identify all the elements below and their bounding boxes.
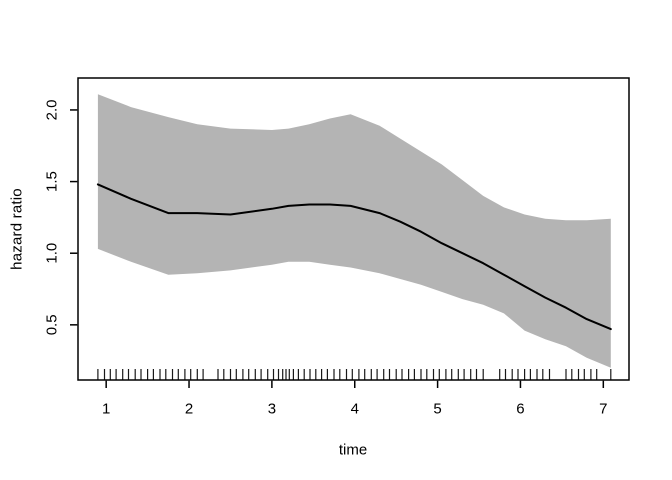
y-tick-label: 2.0 <box>44 100 61 121</box>
x-tick-label: 4 <box>351 401 359 418</box>
x-tick-label: 3 <box>268 401 276 418</box>
x-tick-label: 2 <box>185 401 193 418</box>
confidence-band <box>97 94 611 368</box>
y-tick-label: 1.0 <box>44 243 61 264</box>
y-tick-label: 0.5 <box>44 314 61 335</box>
plot-border <box>77 77 630 381</box>
hazard-ratio-curve <box>96 183 612 331</box>
y-tick-label: 1.5 <box>44 171 61 192</box>
x-tick-label: 7 <box>599 401 607 418</box>
x-axis-title: time <box>338 441 368 459</box>
x-tick-label: 5 <box>433 401 441 418</box>
x-tick-label: 1 <box>102 401 110 418</box>
y-axis-title: hazard ratio <box>8 188 26 270</box>
x-tick-label: 6 <box>516 401 524 418</box>
